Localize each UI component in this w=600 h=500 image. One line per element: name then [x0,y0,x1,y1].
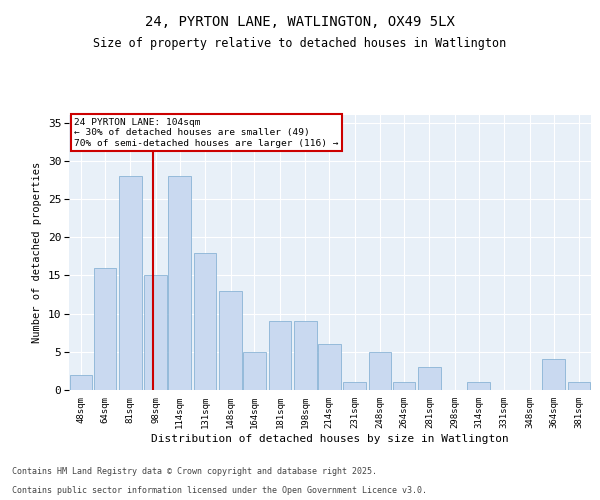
Bar [269,322,291,390]
Text: Size of property relative to detached houses in Watlington: Size of property relative to detached ho… [94,38,506,51]
Bar [467,382,490,390]
Bar [418,367,441,390]
Bar [219,290,242,390]
Bar [119,176,142,390]
Text: 24 PYRTON LANE: 104sqm
← 30% of detached houses are smaller (49)
70% of semi-det: 24 PYRTON LANE: 104sqm ← 30% of detached… [74,118,339,148]
Bar [169,176,191,390]
Bar [94,268,116,390]
Bar [243,352,266,390]
Text: 24, PYRTON LANE, WATLINGTON, OX49 5LX: 24, PYRTON LANE, WATLINGTON, OX49 5LX [145,15,455,29]
Bar [145,276,167,390]
Bar [369,352,391,390]
Bar [542,360,565,390]
Bar [318,344,341,390]
Bar [343,382,366,390]
Bar [194,252,217,390]
Bar [392,382,415,390]
Y-axis label: Number of detached properties: Number of detached properties [32,162,43,343]
Text: Contains public sector information licensed under the Open Government Licence v3: Contains public sector information licen… [12,486,427,495]
X-axis label: Distribution of detached houses by size in Watlington: Distribution of detached houses by size … [151,434,509,444]
Bar [568,382,590,390]
Text: Contains HM Land Registry data © Crown copyright and database right 2025.: Contains HM Land Registry data © Crown c… [12,467,377,476]
Bar [70,374,92,390]
Bar [294,322,317,390]
